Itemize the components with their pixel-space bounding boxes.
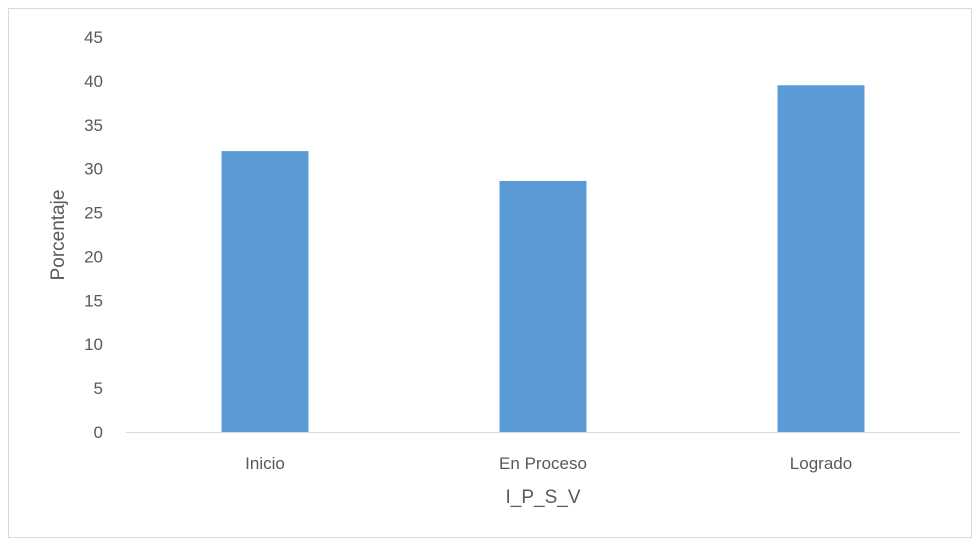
y-tick-label: 30 [84, 160, 103, 179]
y-tick-label: 45 [84, 28, 103, 47]
x-category-label: Logrado [790, 454, 852, 473]
y-tick-label: 35 [84, 116, 103, 135]
y-tick-label: 20 [84, 247, 103, 266]
y-tick-label: 10 [84, 335, 103, 354]
bar-logrado [777, 85, 865, 433]
bar-en-proceso [499, 180, 587, 432]
y-tick-label: 0 [94, 423, 103, 442]
bar-inicio [221, 151, 309, 432]
x-category-label: En Proceso [499, 454, 587, 473]
y-tick-label: 5 [94, 379, 103, 398]
y-axis-ticks: 0 5 10 15 20 25 30 35 40 45 [84, 28, 103, 442]
y-tick-label: 15 [84, 291, 103, 310]
x-axis-categories: Inicio En Proceso Logrado [245, 454, 852, 473]
y-tick-label: 25 [84, 204, 103, 223]
bars [221, 85, 865, 433]
y-axis-title: Porcentaje [48, 190, 69, 281]
x-axis-title: I_P_S_V [506, 487, 581, 508]
y-tick-label: 40 [84, 72, 103, 91]
x-category-label: Inicio [245, 454, 285, 473]
